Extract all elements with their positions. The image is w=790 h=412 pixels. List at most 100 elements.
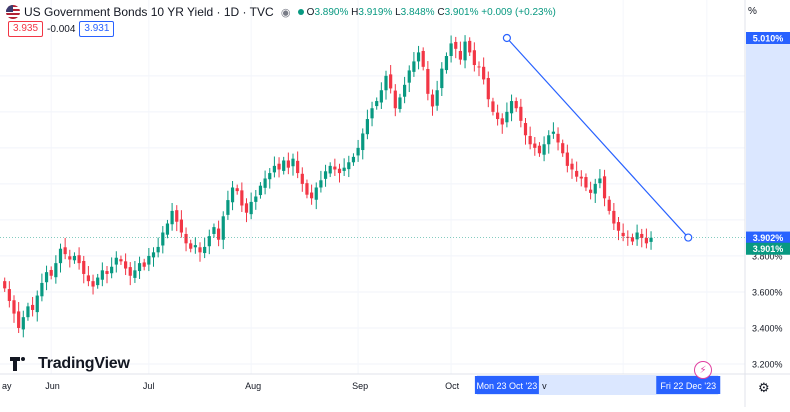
candle-body [110, 266, 114, 274]
candle-body [314, 187, 318, 200]
candle-body [463, 41, 467, 61]
candle-body [477, 66, 481, 68]
candle-body [235, 188, 239, 192]
candle-body [124, 261, 128, 269]
candle-body [286, 160, 290, 168]
candle-body [165, 223, 170, 235]
candle-body [523, 123, 528, 136]
candle-body [319, 180, 323, 188]
candle-body [361, 133, 365, 151]
buy-button[interactable]: 3.931 [79, 21, 115, 37]
candle-body [458, 50, 462, 60]
candle-body [212, 227, 216, 234]
market-status-icon [297, 9, 304, 15]
candle-body [203, 246, 207, 254]
candle-body [21, 317, 25, 330]
candle-body [226, 200, 230, 215]
candle-body [570, 163, 574, 170]
candle-body [649, 237, 653, 242]
candle-body [542, 144, 546, 155]
symbol-title[interactable]: US Government Bonds 10 YR Yield · 1D · T… [24, 5, 274, 19]
candle-body [547, 135, 551, 145]
candle-body [161, 232, 165, 246]
candle-body [7, 289, 11, 301]
candle-body [207, 236, 211, 247]
trendline-handle-start [502, 33, 511, 43]
candle-body [119, 259, 123, 262]
x-tick-label: Jun [45, 381, 60, 391]
candle-body [142, 262, 146, 267]
candle-body [398, 97, 402, 109]
candle-body [426, 68, 430, 94]
candle-body [179, 219, 183, 233]
candle-body [403, 84, 407, 97]
price-label-bg [746, 242, 790, 255]
candle-body [537, 145, 542, 154]
candle-body [486, 77, 490, 100]
candle-body [421, 50, 425, 67]
y-tick-label: 3.800% [752, 251, 783, 261]
candle-body [68, 256, 72, 260]
candle-body [133, 270, 137, 278]
candle-body [137, 263, 142, 272]
candle-body [175, 210, 179, 222]
candle-body [54, 263, 58, 278]
candle-body [240, 190, 244, 206]
candle-body [184, 233, 188, 244]
x-tick-label: Aug [245, 381, 261, 391]
candle-body [296, 160, 300, 174]
lightning-icon[interactable]: ⚡ [694, 361, 712, 379]
candle-body [300, 173, 304, 184]
y-tick-label: 3.600% [752, 287, 783, 297]
x-tick-label: ay [2, 381, 12, 391]
candle-body [305, 183, 309, 195]
candle-body [556, 133, 560, 143]
candle-body [500, 118, 504, 125]
candle-body [291, 158, 295, 167]
candle-body [635, 232, 639, 240]
candle-body [607, 199, 611, 211]
price-range-highlight [746, 38, 790, 238]
candle-body [91, 281, 95, 287]
candle-body [347, 162, 351, 170]
trendline-start-date-label: Mon 23 Oct '23 [477, 381, 538, 391]
price-label: 5.010% [753, 34, 784, 44]
trendline-end-date-label-bg [656, 376, 721, 394]
candle-body [249, 201, 253, 215]
candle-body [584, 177, 588, 188]
candle-body [147, 255, 151, 265]
candle-body [268, 173, 272, 180]
candle-body [384, 75, 388, 91]
candle-body [77, 255, 81, 264]
candle-body [519, 106, 523, 121]
candle-body [416, 52, 421, 62]
candle-body [626, 236, 630, 238]
x-tick-label: v [542, 381, 547, 391]
candle-body [602, 176, 607, 199]
candle-body [114, 257, 118, 265]
candle-body [72, 255, 77, 261]
candle-body [482, 66, 486, 80]
candle-body [254, 196, 258, 202]
candle-body [565, 152, 569, 166]
candle-body [96, 277, 100, 286]
gear-icon[interactable]: ⚙ [758, 380, 770, 395]
candle-body [630, 237, 635, 242]
price-label: 3.902% [753, 233, 784, 243]
candle-body [444, 56, 449, 71]
tradingview-logo-icon [10, 357, 34, 371]
tradingview-logo[interactable]: TradingView [10, 355, 130, 373]
candle-body [193, 245, 197, 248]
candle-body [310, 192, 314, 199]
sell-button[interactable]: 3.935 [8, 21, 44, 37]
percent-scale-toggle[interactable]: % [748, 6, 757, 17]
candle-body [333, 166, 337, 170]
candle-body [221, 216, 225, 240]
candle-body [616, 222, 621, 231]
eye-icon[interactable]: ◉ [280, 6, 291, 19]
x-tick-label: Oct [445, 381, 460, 391]
price-label-bg [746, 32, 790, 44]
candle-body [575, 170, 579, 177]
